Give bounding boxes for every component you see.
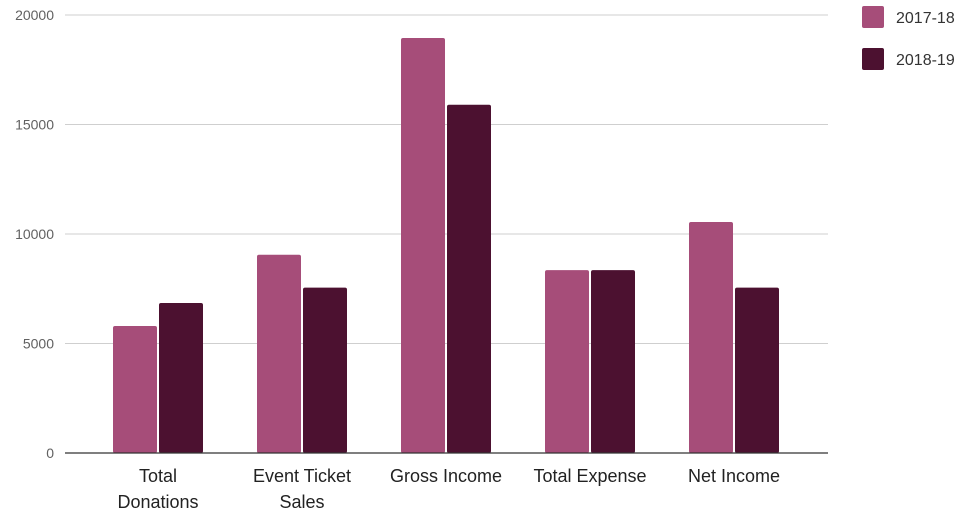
x-tick-label: Total	[139, 466, 177, 486]
y-axis-ticks: 0 5000 10000 15000 20000	[15, 7, 54, 461]
x-tick-label: Sales	[279, 492, 324, 512]
y-tick-label: 0	[46, 445, 54, 461]
x-tick-label: Total Expense	[533, 466, 646, 486]
x-tick-label: Net Income	[688, 466, 780, 486]
legend-label: 2017-18	[896, 10, 955, 27]
legend-label: 2018-19	[896, 52, 955, 69]
x-tick-label: Gross Income	[390, 466, 502, 486]
bar-2018-19	[303, 287, 347, 453]
bar-2018-19	[159, 302, 203, 453]
legend-swatch	[862, 48, 884, 70]
bar-2017-18	[545, 270, 589, 453]
bar-2017-18	[401, 37, 445, 454]
legend: 2017-18 2018-19	[862, 6, 955, 70]
bar-2017-18	[113, 325, 157, 453]
x-tick-label: Donations	[117, 492, 198, 512]
x-tick-label: Event Ticket	[253, 466, 351, 486]
bar-2018-19	[447, 104, 491, 453]
bars	[113, 37, 779, 454]
y-tick-label: 15000	[15, 117, 54, 133]
x-axis-ticks: Total Donations Event Ticket Sales Gross Inc…	[117, 466, 780, 512]
bar-2018-19	[735, 287, 779, 453]
legend-swatch	[862, 6, 884, 28]
bar-2018-19	[591, 270, 635, 453]
bar-2017-18	[257, 254, 301, 453]
bar-2017-18	[689, 221, 733, 453]
y-tick-label: 5000	[23, 336, 54, 352]
y-tick-label: 10000	[15, 226, 54, 242]
y-tick-label: 20000	[15, 7, 54, 23]
